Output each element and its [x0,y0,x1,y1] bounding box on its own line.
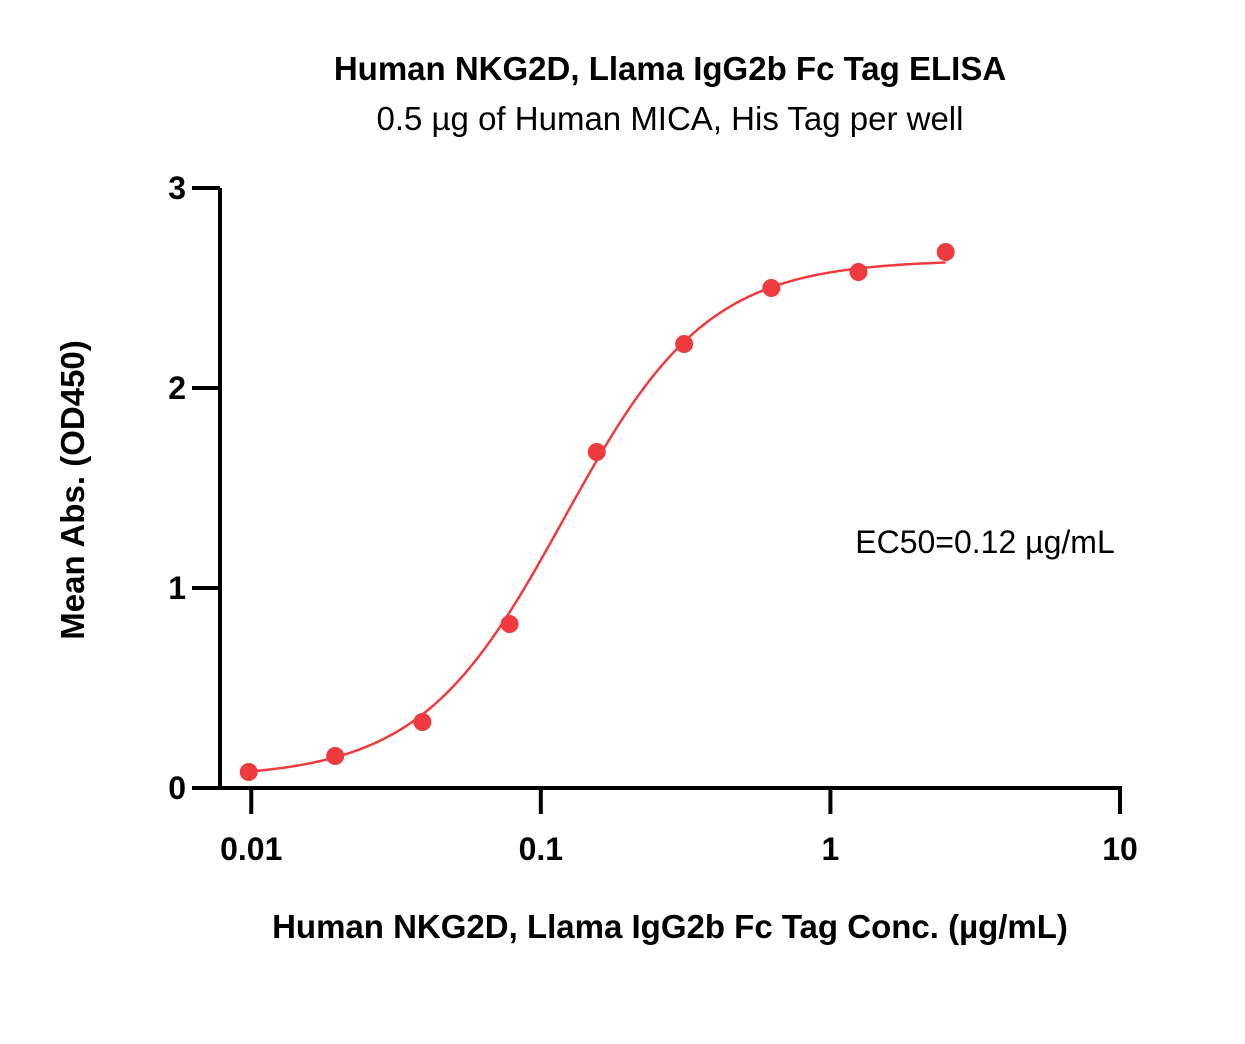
data-point [675,335,694,353]
x-tick-label: 0.1 [519,831,563,867]
data-points [239,243,955,781]
plot-area: 0 1 2 3 0.01 0.1 1 10 [168,170,1138,867]
data-point [413,713,432,731]
x-tick-label: 1 [822,831,840,867]
data-point [587,443,606,461]
data-point [500,615,519,633]
x-tick-label: 10 [1102,831,1138,867]
ec50-annotation: EC50=0.12 µg/mL [855,524,1114,560]
y-tick-label: 0 [168,770,186,806]
y-axis-label: Mean Abs. (OD450) [54,340,91,640]
x-axis-ticks: 0.01 0.1 1 10 [220,788,1138,867]
y-axis-ticks: 0 1 2 3 [168,170,220,806]
fit-curve [248,261,946,773]
data-point [849,263,868,281]
y-tick-label: 3 [168,170,186,206]
data-point [239,763,258,781]
data-point [326,747,345,765]
chart-subtitle: 0.5 µg of Human MICA, His Tag per well [377,100,964,137]
x-axis-label: Human NKG2D, Llama IgG2b Fc Tag Conc. (µ… [272,908,1068,945]
x-tick-label: 0.01 [220,831,282,867]
chart-title: Human NKG2D, Llama IgG2b Fc Tag ELISA [334,50,1006,87]
y-tick-label: 2 [168,370,186,406]
data-point [936,243,955,261]
y-tick-label: 1 [168,570,186,606]
data-point [762,279,781,297]
